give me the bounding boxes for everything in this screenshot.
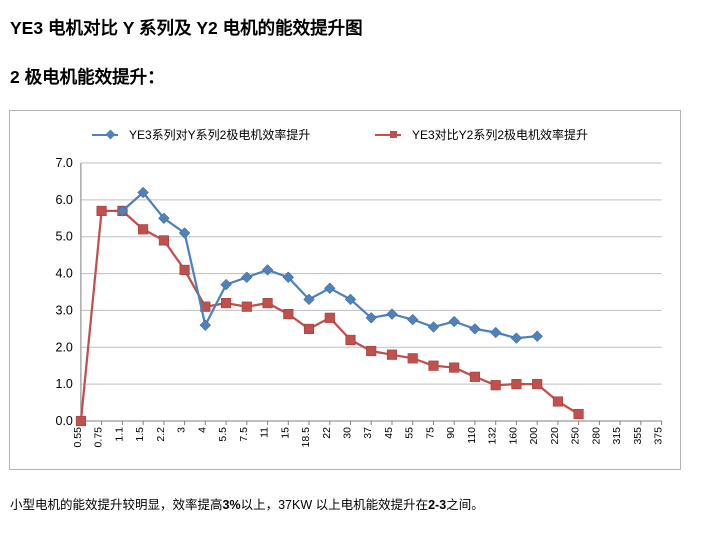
svg-text:55: 55 [404, 427, 416, 439]
svg-text:200: 200 [528, 427, 540, 445]
svg-text:37: 37 [362, 427, 374, 439]
svg-text:220: 220 [549, 427, 561, 445]
svg-text:45: 45 [383, 427, 395, 439]
svg-text:4: 4 [196, 427, 208, 433]
svg-text:5.5: 5.5 [217, 427, 229, 442]
svg-text:250: 250 [570, 427, 582, 445]
svg-text:1.1: 1.1 [113, 427, 125, 442]
svg-text:2.2: 2.2 [155, 427, 167, 442]
svg-text:280: 280 [590, 427, 602, 445]
svg-text:7.5: 7.5 [238, 427, 250, 442]
svg-text:1.5: 1.5 [134, 427, 146, 442]
svg-text:5.0: 5.0 [56, 230, 73, 244]
svg-text:3.0: 3.0 [56, 303, 73, 317]
svg-text:355: 355 [632, 427, 644, 445]
svg-text:2.0: 2.0 [56, 340, 73, 354]
svg-text:4.0: 4.0 [56, 267, 73, 281]
svg-text:90: 90 [445, 427, 457, 439]
svg-text:3: 3 [176, 427, 188, 433]
svg-text:110: 110 [466, 427, 478, 444]
svg-text:0.75: 0.75 [93, 427, 105, 448]
svg-text:30: 30 [342, 427, 354, 439]
svg-text:22: 22 [321, 427, 333, 439]
svg-text:315: 315 [611, 427, 623, 445]
svg-text:375: 375 [653, 427, 665, 445]
svg-text:18.5: 18.5 [300, 427, 312, 448]
svg-text:75: 75 [425, 427, 437, 439]
svg-text:1.0: 1.0 [56, 377, 73, 391]
svg-text:160: 160 [507, 427, 519, 445]
svg-text:6.0: 6.0 [56, 193, 73, 207]
svg-text:0.55: 0.55 [72, 427, 84, 448]
svg-text:0.0: 0.0 [56, 414, 73, 428]
svg-text:132: 132 [487, 427, 499, 445]
svg-text:15: 15 [279, 427, 291, 439]
svg-text:7.0: 7.0 [56, 156, 73, 170]
svg-text:11: 11 [259, 427, 271, 438]
